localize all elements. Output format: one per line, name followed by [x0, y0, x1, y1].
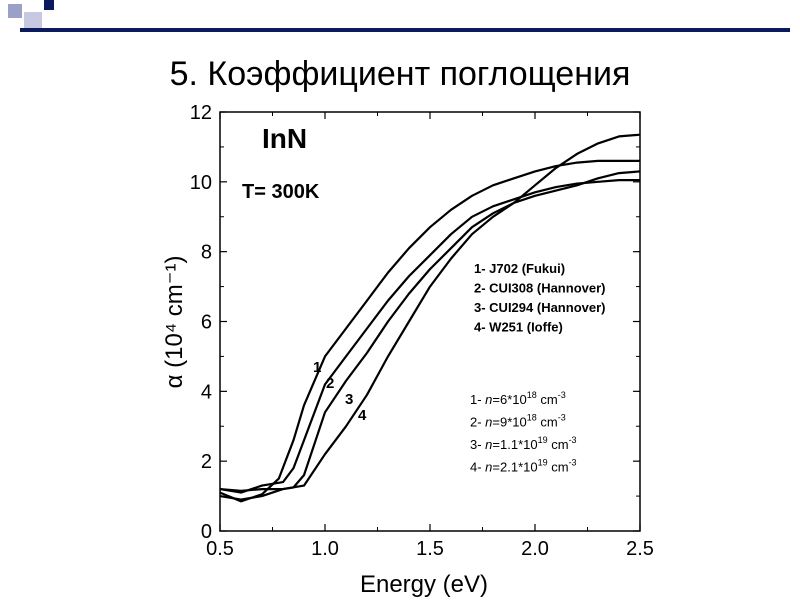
- temperature-label: T= 300K: [242, 181, 320, 203]
- y-tick-label: 6: [201, 312, 212, 334]
- legend-concentration-4: 4- n=2.1*1019 cm-3: [470, 458, 577, 475]
- x-tick-label: 1.0: [311, 538, 339, 560]
- chart-labels: InN T= 300K Energy (eV) α (10⁴ cm⁻¹): [161, 123, 488, 598]
- y-tick-label: 12: [190, 102, 212, 124]
- panel-label: InN: [262, 123, 307, 154]
- y-tick-label: 10: [190, 172, 212, 194]
- x-tick-label: 1.5: [416, 538, 444, 560]
- legend-sample-2: 2- CUI308 (Hannover): [474, 281, 605, 296]
- legend-sample-4: 4- W251 (Ioffe): [474, 320, 563, 335]
- decorative-square-1: [8, 4, 22, 18]
- x-tick-label: 2.5: [626, 538, 654, 560]
- y-axis-label: α (10⁴ cm⁻¹): [161, 256, 188, 389]
- series-line-2: [219, 179, 640, 494]
- title-rule: [20, 28, 790, 32]
- y-tick-label: 4: [201, 381, 212, 403]
- series-line-3: [219, 170, 641, 492]
- y-tick-label: 2: [201, 451, 212, 473]
- y-tick-label: 0: [201, 521, 212, 543]
- series-label-1: 1: [313, 359, 321, 376]
- legend-concentration-1: 1- n=6*1018 cm-3: [470, 390, 566, 407]
- slide-title: 5. Коэффициент поглощения: [169, 55, 631, 93]
- x-tick-label: 2.0: [521, 538, 549, 560]
- series-label-2: 2: [326, 375, 334, 392]
- series-label-4: 4: [358, 407, 367, 424]
- legend-sample-3: 3- CUI294 (Hannover): [474, 300, 605, 315]
- decorative-square-3: [44, 0, 54, 10]
- series-line-1: [219, 159, 640, 503]
- x-tick-label: 0.5: [206, 538, 234, 560]
- legend-concentration-3: 3- n=1.1*1019 cm-3: [470, 435, 577, 452]
- legend-sample-1: 1- J702 (Fukui): [474, 261, 565, 276]
- legend: 1- J702 (Fukui) 2- CUI308 (Hannover) 3- CU…: [470, 261, 605, 475]
- decorative-square-2: [24, 12, 42, 30]
- legend-concentration-2: 2- n=9*1018 cm-3: [470, 413, 566, 430]
- x-axis-label: Energy (eV): [360, 571, 488, 598]
- y-tick-label: 8: [201, 242, 212, 264]
- series-line-4: [219, 133, 641, 501]
- series-label-3: 3: [345, 391, 353, 408]
